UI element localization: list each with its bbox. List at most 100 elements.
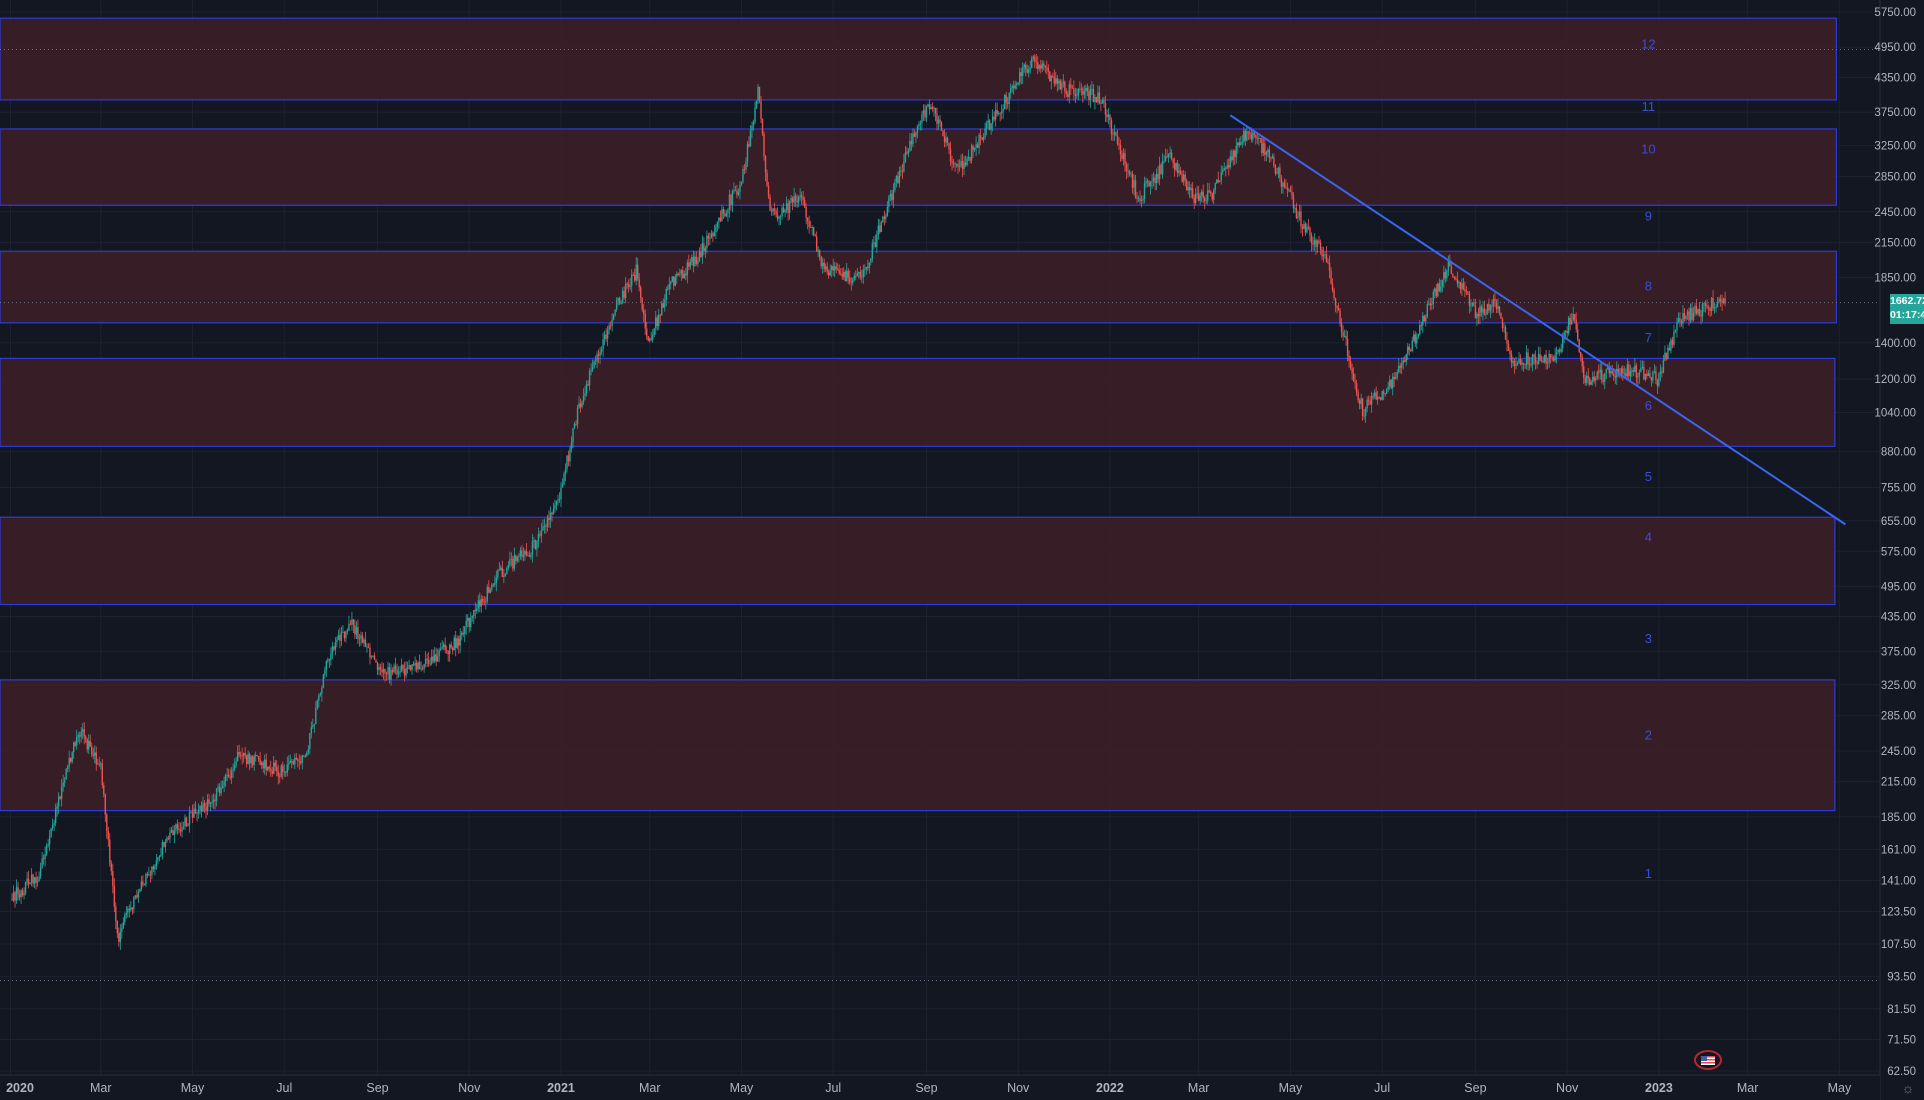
candle-body (1283, 182, 1286, 187)
price-tick-label: 435.00 (1881, 612, 1916, 624)
candle-body (1396, 372, 1398, 378)
candle-body (1449, 260, 1451, 267)
candle-body (158, 855, 161, 858)
candle-body (72, 742, 75, 752)
candle-body (1695, 305, 1698, 314)
candle-body (56, 806, 58, 809)
candle-body (1034, 56, 1036, 62)
candle-body (1410, 350, 1412, 352)
candle-body (536, 540, 538, 550)
price-tick-label: 245.00 (1881, 746, 1916, 758)
candle-body (1011, 85, 1013, 88)
candle-body (1136, 196, 1138, 199)
price-tick-label: 3250.00 (1874, 141, 1916, 153)
candle-body (271, 770, 273, 774)
candle-body (943, 135, 946, 143)
candle-body (844, 271, 846, 282)
candle-body (334, 642, 337, 650)
candle-body (1244, 130, 1247, 141)
candle-body (969, 157, 971, 161)
candle-body (602, 339, 604, 350)
candle-body (697, 261, 699, 264)
candle-body (488, 586, 490, 593)
candle-body (674, 277, 676, 286)
candle-body (1598, 371, 1600, 373)
candle-body (1373, 392, 1376, 397)
candle-body (1032, 56, 1034, 59)
candle-body (1710, 298, 1713, 311)
us-flag-icon[interactable] (1694, 1050, 1722, 1070)
candle-body (1447, 260, 1450, 271)
candle-body (349, 623, 352, 625)
candle-body (295, 757, 297, 760)
candle-body (432, 656, 434, 662)
candle-body (1637, 376, 1639, 378)
candle-body (92, 754, 94, 756)
candle-body (367, 646, 370, 648)
candle-body (1315, 239, 1317, 248)
candle-body (1604, 373, 1606, 382)
price-tick-label: 2150.00 (1874, 237, 1916, 249)
candle-body (921, 114, 923, 123)
candle-body (1101, 100, 1104, 104)
time-tick-label: 2023 (1645, 1081, 1673, 1095)
candle-body (152, 866, 155, 870)
candle-body (1073, 88, 1075, 95)
candle-body (50, 828, 52, 837)
candle-body (1300, 211, 1302, 227)
price-tick-label: 3750.00 (1874, 107, 1916, 119)
time-axis[interactable]: 2020 Mar May Jul Sep Nov 2021 Mar May Jul Sep Nov 20… (0, 1074, 1880, 1100)
candle-body (471, 615, 473, 619)
candle-body (375, 659, 377, 663)
candle-body (1134, 180, 1137, 197)
candle-body (1676, 322, 1678, 331)
candle-body (1375, 392, 1377, 400)
price-axis[interactable]: 5750.00 4950.00 4350.00 3750.00 3250.00 2850.… (1874, 0, 1924, 1100)
price-tick-label: 185.00 (1881, 812, 1916, 824)
candle-body (661, 303, 663, 316)
candle-body (1388, 379, 1391, 387)
candle-body (667, 288, 669, 290)
gear-icon[interactable]: ☼ (1901, 1080, 1915, 1096)
candle-body (98, 763, 100, 765)
candle-body (1139, 198, 1141, 202)
candle-body (855, 276, 857, 277)
candle-body (973, 147, 976, 151)
candle-body (396, 669, 398, 675)
zone-rect (0, 357, 1836, 447)
price-tick-label: 325.00 (1881, 680, 1916, 692)
candle-body (976, 144, 979, 148)
price-tick-label: 71.50 (1887, 1034, 1916, 1046)
candle-body (600, 349, 603, 352)
candle-body (1282, 182, 1284, 187)
candle-body (649, 338, 651, 341)
candle-body (76, 736, 78, 746)
candle-body (1082, 88, 1084, 95)
candle-body (242, 753, 245, 757)
candle-body (1264, 143, 1266, 155)
candle-body (354, 624, 356, 635)
candle-body (805, 207, 807, 218)
trendline[interactable] (1229, 114, 1846, 526)
candle-body (1401, 363, 1403, 368)
candle-body (1137, 198, 1140, 199)
candle-body (1560, 348, 1562, 352)
candle-body (1249, 132, 1251, 135)
candle-body (748, 143, 750, 147)
price-tick-label: 655.00 (1881, 516, 1916, 528)
candle-body (476, 608, 478, 611)
candle-body (736, 190, 738, 195)
candle-body (1422, 315, 1424, 326)
candle-body (60, 786, 63, 799)
candle-body (632, 274, 634, 276)
candle-body (510, 558, 513, 560)
supply-demand-zones[interactable] (0, 17, 1837, 812)
bar-countdown: 01:17:44 (1890, 309, 1924, 321)
candle-body (1662, 360, 1665, 373)
candle-body (790, 198, 792, 201)
candle-body (461, 632, 463, 636)
candle-body (1265, 152, 1268, 155)
candle-body (279, 776, 281, 778)
candle-body (1214, 182, 1216, 191)
